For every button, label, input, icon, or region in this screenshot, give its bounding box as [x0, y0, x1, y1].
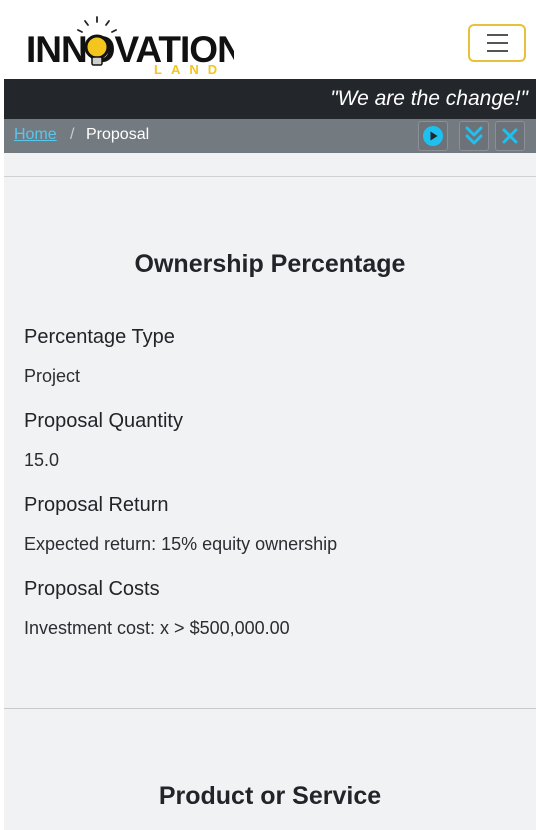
play-circle-icon — [423, 126, 443, 146]
logo-subtext: LAND — [154, 62, 226, 76]
section-divider — [4, 708, 536, 709]
site-header: INNOVATION LAND — [4, 4, 536, 79]
percentage-type-label: Percentage Type — [24, 326, 175, 348]
expand-button[interactable] — [459, 121, 489, 151]
page: INNOVATION LAND "We are the change!" Hom… — [4, 4, 536, 830]
bulb-rays-icon — [77, 16, 117, 33]
slogan-text: "We are the change!" — [330, 87, 528, 110]
hamburger-icon — [486, 50, 508, 52]
close-button[interactable] — [495, 121, 525, 151]
breadcrumb: Home / Proposal — [4, 119, 536, 153]
proposal-return-value: Expected return: 15% equity ownership — [24, 534, 338, 554]
double-chevron-down-icon — [465, 126, 483, 145]
proposal-costs-label: Proposal Costs — [24, 578, 160, 600]
proposal-quantity-value: 15.0 — [24, 450, 60, 470]
logo-wordmark: INNOVATION — [26, 29, 234, 70]
menu-toggle-button[interactable] — [468, 24, 526, 62]
breadcrumb-separator: / — [70, 126, 75, 143]
product-section-title: Product or Service — [158, 782, 382, 810]
percentage-type-value: Project — [24, 366, 81, 386]
innovation-land-logo[interactable]: INNOVATION LAND — [24, 16, 234, 76]
play-button[interactable] — [418, 121, 448, 151]
breadcrumb-current: Proposal — [86, 126, 150, 143]
proposal-costs-value: Investment cost: x > $500,000.00 — [24, 618, 290, 638]
breadcrumb-home-link[interactable]: Home — [14, 126, 57, 143]
hamburger-icon — [486, 34, 508, 36]
ownership-section-title: Ownership Percentage — [134, 250, 406, 278]
lightbulb-icon — [84, 34, 110, 66]
section-top-divider — [4, 176, 536, 177]
proposal-return-label: Proposal Return — [24, 494, 169, 516]
close-icon — [502, 128, 518, 144]
proposal-quantity-label: Proposal Quantity — [24, 410, 183, 432]
slogan-bar: "We are the change!" — [4, 79, 536, 119]
hamburger-icon — [486, 42, 508, 44]
